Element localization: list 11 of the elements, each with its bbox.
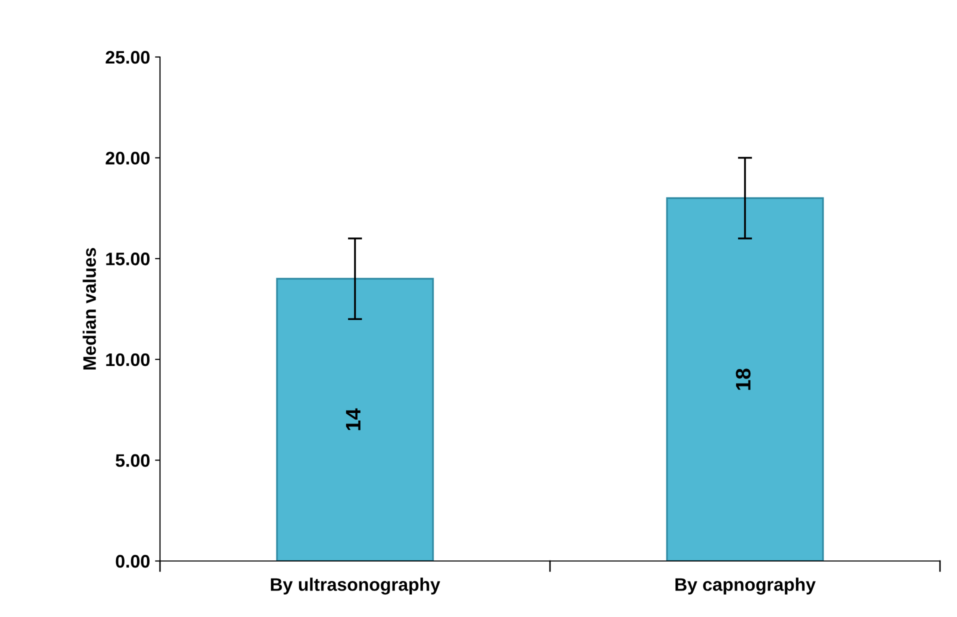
y-tick-label: 15.00 <box>106 252 150 266</box>
x-tick-label: By capnography <box>675 578 816 595</box>
y-tick-label: 10.00 <box>106 353 150 366</box>
y-tick-label: 20.00 <box>106 152 150 165</box>
y-tick-label: 25.00 <box>106 50 150 64</box>
y-tick-label: 5.00 <box>116 454 150 467</box>
y-tick-label: 0.00 <box>116 554 150 568</box>
x-tick-label: By ultrasonography <box>270 578 440 595</box>
data-label: 14 <box>346 408 360 430</box>
data-label: 18 <box>736 368 751 390</box>
y-axis-title: Median values <box>82 248 96 370</box>
